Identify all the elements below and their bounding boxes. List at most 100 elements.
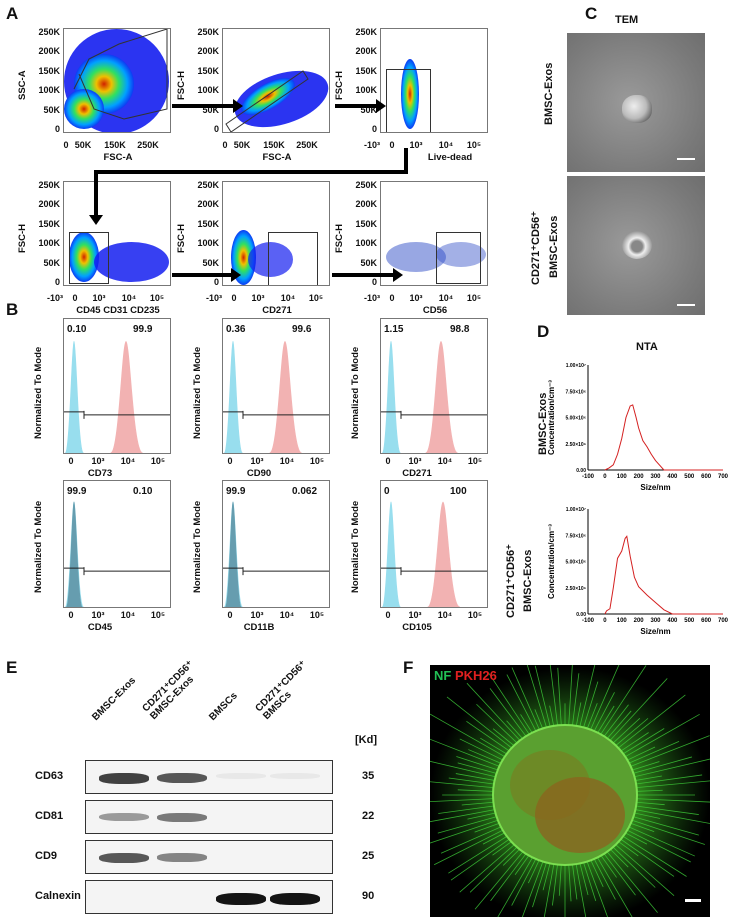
gate-polygon[interactable] bbox=[223, 29, 330, 133]
x-tick-label: 700 bbox=[718, 618, 729, 624]
gate[interactable] bbox=[386, 69, 431, 132]
confocal-image: NF PKH26 bbox=[430, 665, 710, 917]
x-tick-label: 700 bbox=[718, 474, 729, 480]
x-tick: 250K bbox=[296, 140, 318, 150]
histogram-plot bbox=[380, 480, 488, 608]
stained-histogram bbox=[427, 501, 461, 607]
x-tick-label: 500 bbox=[684, 474, 695, 480]
y-tick: 0 bbox=[213, 277, 219, 287]
cell-density bbox=[64, 89, 104, 129]
x-tick: -10³ bbox=[46, 293, 63, 303]
x-tick: 10³ bbox=[91, 456, 105, 466]
histogram-plot bbox=[380, 318, 488, 454]
x-tick: 0 bbox=[63, 140, 69, 150]
x-tick: -10³ bbox=[363, 293, 380, 303]
gating-connector bbox=[94, 170, 408, 174]
lane-label-line: BMSCs bbox=[207, 690, 240, 723]
x-tick: 10³ bbox=[91, 610, 105, 620]
x-tick-label: -100 bbox=[582, 474, 595, 480]
x-tick-label: -100 bbox=[582, 618, 595, 624]
protein-band bbox=[157, 813, 207, 823]
x-axis-label: Size/nm bbox=[640, 483, 670, 492]
x-tick: 0 bbox=[385, 610, 391, 620]
flow-plot bbox=[380, 28, 488, 133]
y-tick: 250K bbox=[197, 180, 219, 190]
control-histogram bbox=[64, 340, 84, 453]
histogram-plot bbox=[63, 480, 171, 608]
control-histogram bbox=[223, 340, 243, 453]
panel-label-f: F bbox=[403, 658, 414, 677]
y-tick: 250K bbox=[355, 180, 377, 190]
marker-label: CD105 bbox=[402, 622, 432, 633]
y-tick: 150K bbox=[355, 65, 377, 76]
x-tick-label: 0 bbox=[603, 618, 607, 624]
protein-label: CD63 bbox=[35, 770, 64, 782]
x-tick: 50K bbox=[233, 140, 251, 150]
positive-percent: 98.8 bbox=[450, 324, 470, 335]
y-tick: 150K bbox=[38, 65, 60, 76]
y-tick-label: 2.50×10⁶ bbox=[565, 586, 586, 592]
kd-value: 22 bbox=[362, 810, 375, 822]
y-tick: 150K bbox=[38, 218, 60, 229]
x-tick: 10⁴ bbox=[438, 140, 454, 150]
exosome-particle bbox=[622, 95, 652, 123]
blot-strip bbox=[85, 800, 333, 834]
lane-label: CD271⁺CD56⁺ BMSC-Exos bbox=[140, 659, 203, 722]
gate-polygon[interactable] bbox=[64, 29, 171, 133]
x-tick: 0 bbox=[231, 293, 237, 303]
protein-band bbox=[216, 893, 266, 905]
y-axis-label: FSC-H bbox=[334, 223, 345, 253]
x-tick: 10⁴ bbox=[280, 293, 296, 303]
gate[interactable] bbox=[436, 232, 481, 284]
y-tick: 200K bbox=[197, 46, 219, 57]
x-tick-label: 0 bbox=[603, 474, 607, 480]
y-tick: 50K bbox=[202, 257, 219, 268]
neurite-image bbox=[430, 665, 710, 917]
x-tick: 0 bbox=[227, 610, 233, 620]
y-tick: 50K bbox=[360, 104, 377, 115]
kd-value: 25 bbox=[362, 850, 375, 862]
x-tick: 10³ bbox=[408, 456, 422, 466]
y-axis-label: Normalized To Mode bbox=[350, 500, 361, 593]
gate[interactable] bbox=[268, 232, 318, 285]
x-tick: 250K bbox=[137, 140, 159, 150]
histogram-plot bbox=[63, 318, 171, 454]
x-tick: 10⁴ bbox=[437, 610, 453, 620]
x-tick: 10⁴ bbox=[120, 456, 136, 466]
y-tick: 0 bbox=[371, 277, 377, 287]
lane-label-line: BMSC-Exos bbox=[90, 675, 139, 723]
y-tick: 200K bbox=[197, 199, 219, 210]
stained-histogram bbox=[425, 341, 459, 453]
gate[interactable] bbox=[69, 232, 109, 284]
x-tick: 10⁴ bbox=[120, 610, 136, 620]
y-axis-label: Normalized To Mode bbox=[192, 500, 203, 593]
y-axis-label: Normalized To Mode bbox=[33, 500, 44, 593]
x-axis-label: FSC-A bbox=[262, 152, 292, 163]
histogram-plot bbox=[222, 480, 330, 608]
x-tick: 10³ bbox=[92, 293, 106, 303]
y-axis-label: Normalized To Mode bbox=[192, 346, 203, 439]
y-tick-label: 1.00×10⁷ bbox=[566, 507, 586, 513]
y-tick-label: 2.50×10⁶ bbox=[565, 442, 586, 448]
y-tick: 250K bbox=[38, 180, 60, 190]
x-tick: 0 bbox=[389, 293, 395, 303]
size-distribution-line bbox=[604, 535, 723, 615]
y-tick-label: 1.00×10⁷ bbox=[566, 363, 586, 369]
flow-plot bbox=[63, 181, 171, 286]
gating-connector bbox=[404, 148, 408, 174]
tem-row-label: BMSC-Exos bbox=[543, 62, 555, 125]
x-tick: 10⁴ bbox=[438, 293, 454, 303]
stained-histogram bbox=[65, 501, 83, 607]
positive-percent: 100 bbox=[450, 486, 467, 497]
histogram-plot bbox=[222, 318, 330, 454]
y-tick-label: 7.50×10⁶ bbox=[565, 533, 586, 539]
x-tick: 0 bbox=[385, 456, 391, 466]
cell-density bbox=[436, 242, 486, 267]
y-tick: 0 bbox=[54, 124, 60, 134]
y-tick: 50K bbox=[43, 104, 60, 115]
y-tick: 200K bbox=[355, 199, 377, 210]
control-histogram bbox=[381, 501, 401, 607]
panel-label-c: C bbox=[585, 4, 598, 23]
y-tick: 200K bbox=[355, 46, 377, 57]
nta-chart-bmsc-exos: 1.00×10⁷ 7.50×10⁶ 5.00×10⁶ 2.50×10⁶ 0.00-100… bbox=[547, 363, 729, 492]
